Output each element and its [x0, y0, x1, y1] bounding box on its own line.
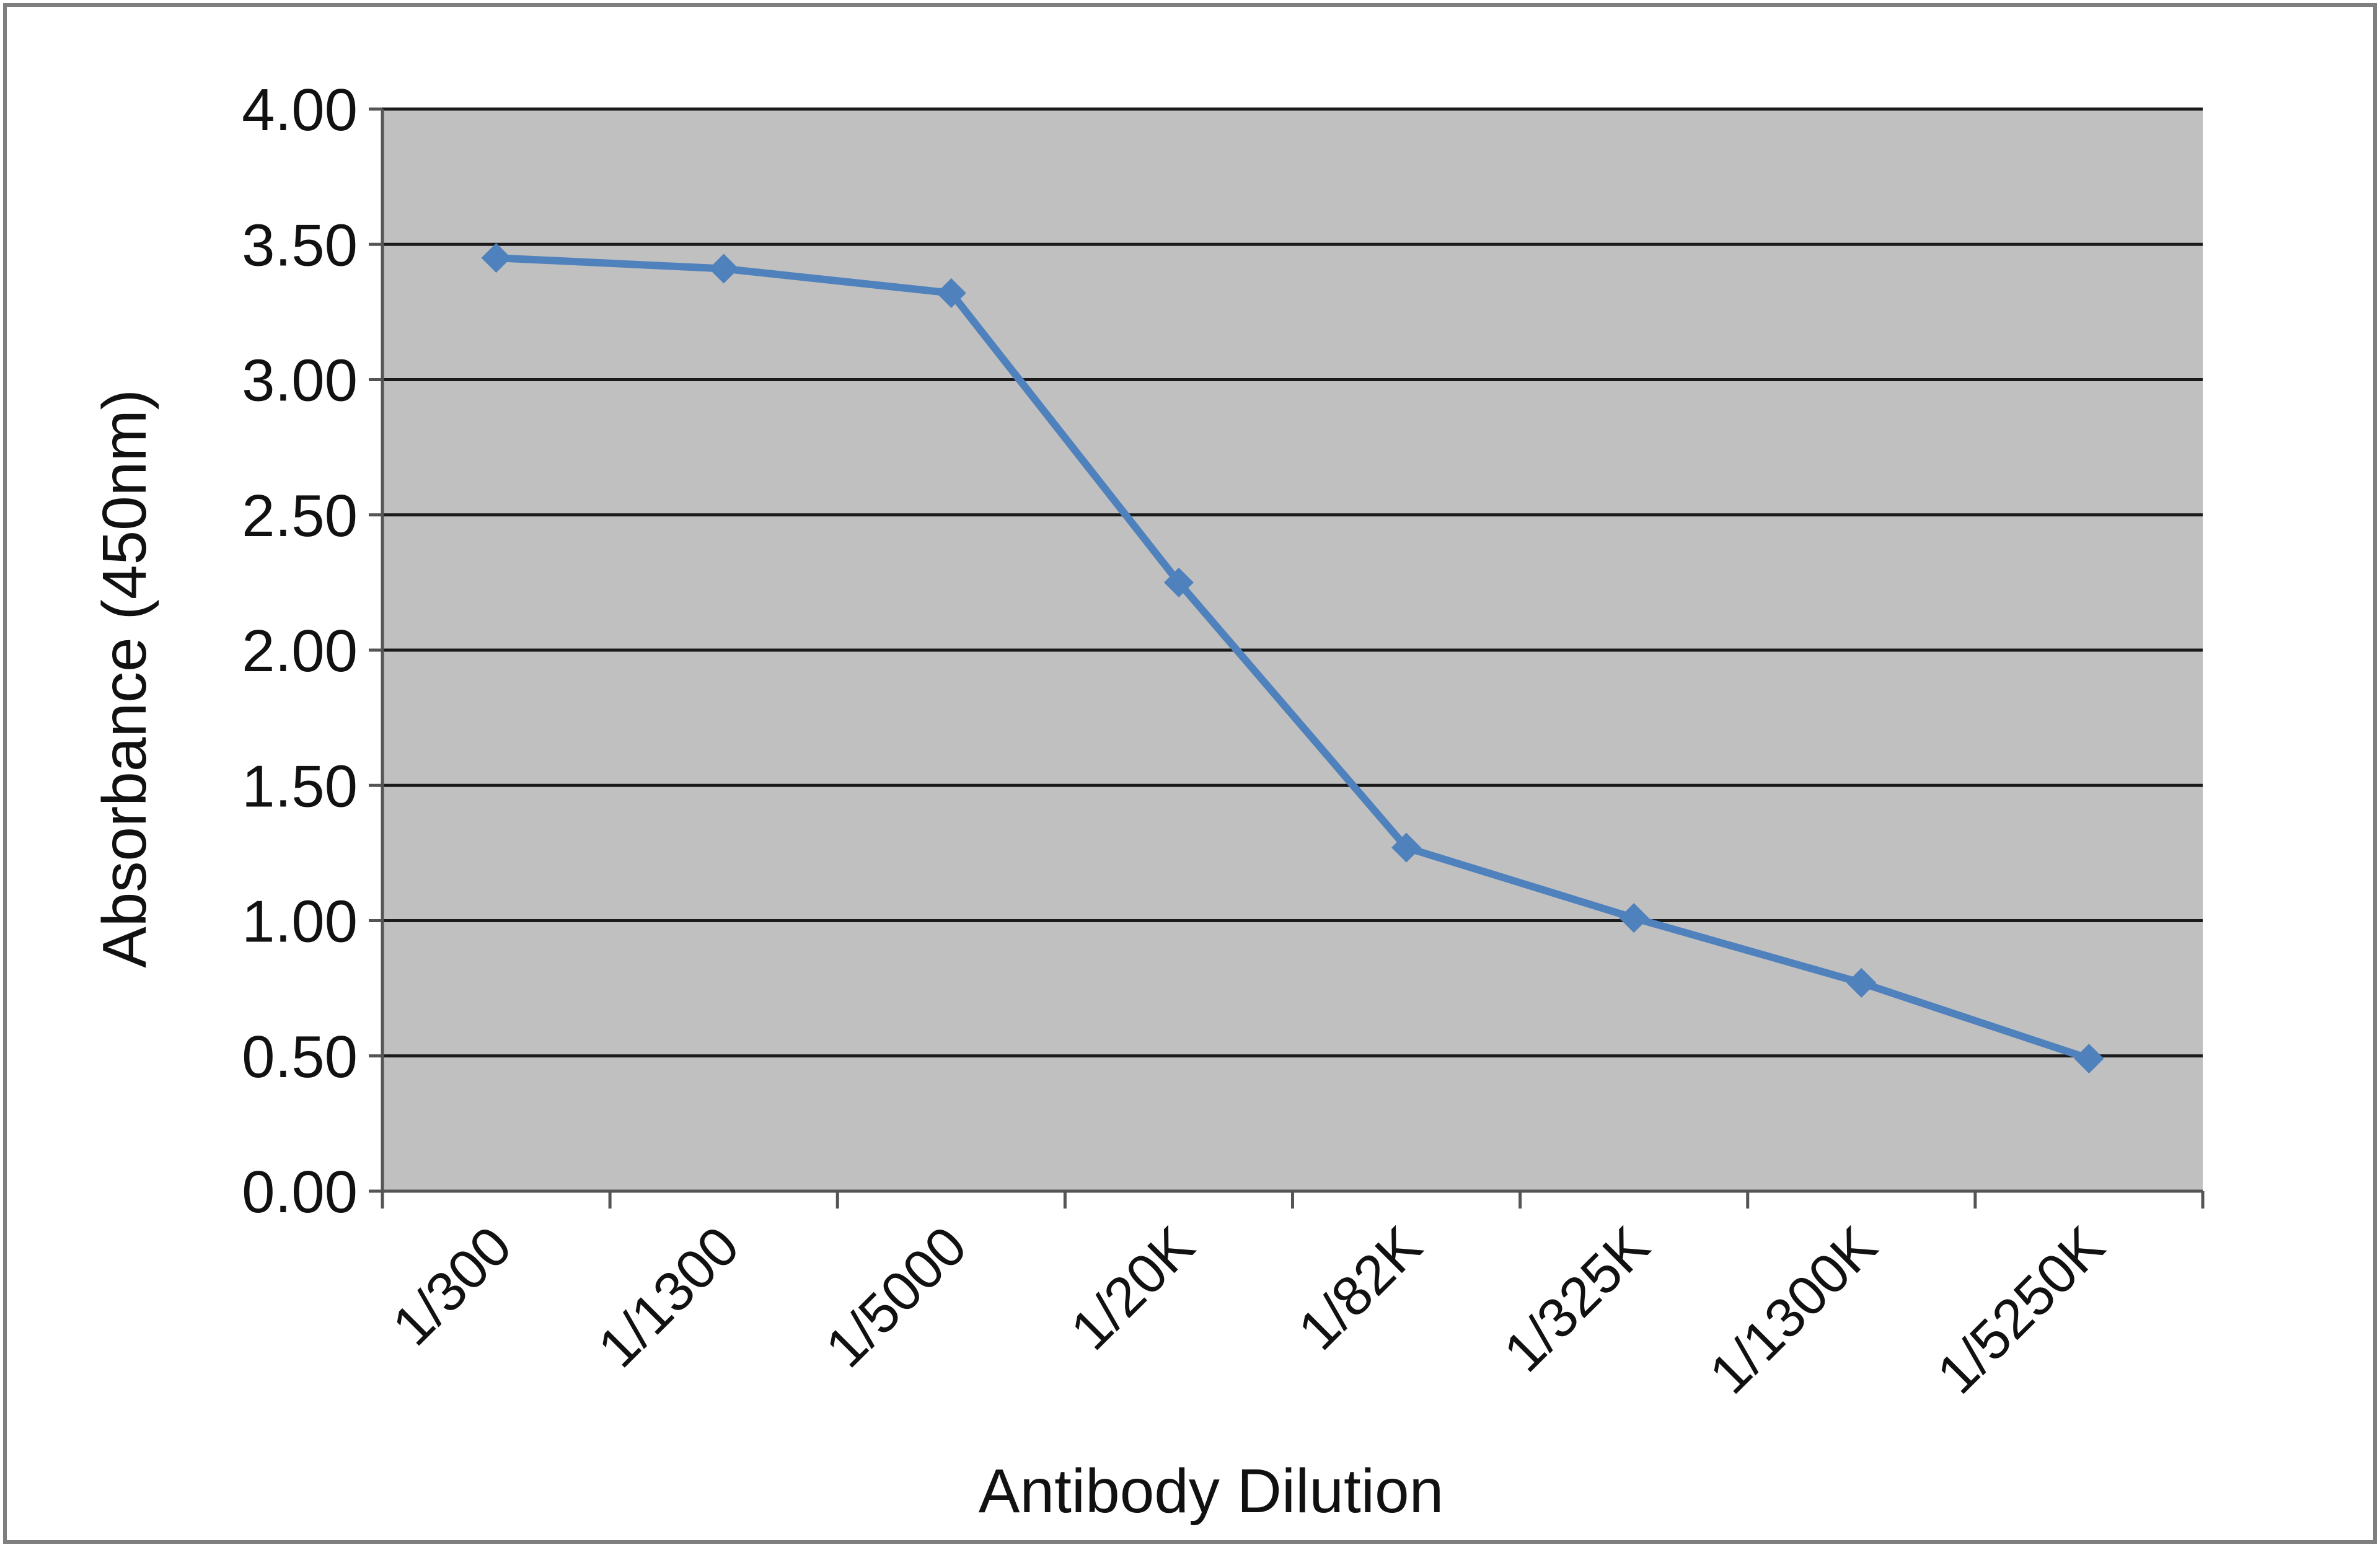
y-tick-label: 2.50 — [242, 483, 358, 549]
y-tick-label: 2.00 — [242, 618, 358, 684]
y-tick-label: 3.00 — [242, 348, 358, 414]
y-axis-title: Absorbance (450nm) — [90, 389, 159, 968]
x-axis-title: Antibody Dilution — [979, 1456, 1443, 1526]
data-point-marker — [481, 243, 511, 273]
data-point-marker — [1846, 967, 1877, 998]
data-point-marker — [936, 278, 966, 308]
y-tick-label: 3.50 — [242, 212, 358, 278]
y-tick-label: 0.00 — [242, 1159, 358, 1225]
data-series — [481, 243, 2104, 1074]
series-line — [496, 254, 2091, 1062]
data-point-marker — [708, 253, 739, 284]
gridlines — [382, 107, 2203, 1058]
data-point-marker — [2074, 1044, 2104, 1074]
y-tick-label: 4.00 — [242, 77, 358, 143]
y-tick-label: 1.00 — [242, 889, 358, 955]
axes — [369, 107, 2205, 1209]
y-tick-label: 0.50 — [242, 1024, 358, 1090]
y-tick-label: 1.50 — [242, 753, 358, 819]
data-point-marker — [1619, 903, 1649, 933]
data-point-marker — [1391, 832, 1422, 863]
data-point-marker — [1163, 567, 1194, 597]
y-tick-labels: 0.00 0.50 1.00 1.50 2.00 2.50 3.00 3.50 4.00 — [242, 77, 358, 1225]
